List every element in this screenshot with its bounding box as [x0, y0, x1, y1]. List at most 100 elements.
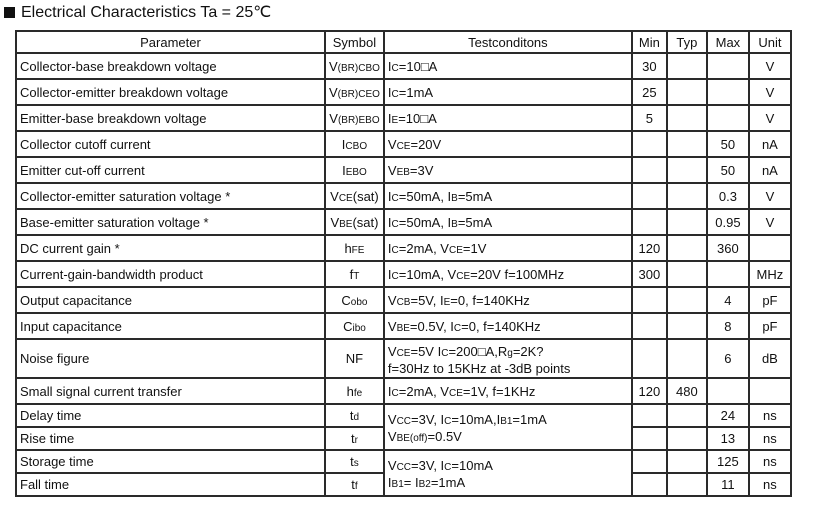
- symbol-cell: ICBO: [324, 130, 385, 158]
- min-cell: [630, 426, 668, 451]
- max-cell: [705, 104, 750, 132]
- condition-line: VCB=5V, IE=0, f=140KHz: [388, 293, 628, 310]
- symbol-text: d: [353, 412, 360, 423]
- condition-text: =2K?: [512, 344, 544, 359]
- condition-text: I: [387, 384, 392, 399]
- symbol-text: (BR)EBO: [337, 114, 380, 126]
- condition-text: = I: [403, 474, 419, 490]
- header-unit: Unit: [747, 30, 792, 54]
- parameter-cell: Fall time: [15, 472, 326, 497]
- symbol-cell: VCE(sat): [324, 182, 385, 210]
- condition-line: IC=50mA, IB=5mA: [388, 215, 628, 232]
- max-cell: 360: [705, 234, 750, 262]
- condition-text: I: [387, 474, 392, 490]
- symbol-text: FE: [351, 244, 365, 256]
- condition-text: =10□A: [398, 59, 438, 74]
- condition-text: CE: [396, 141, 411, 152]
- unit-cell: V: [747, 52, 792, 80]
- max-cell: 50: [705, 156, 750, 184]
- condition-text: E: [443, 297, 451, 308]
- symbol-text: I: [342, 162, 346, 178]
- header-parameter: Parameter: [15, 30, 326, 54]
- min-cell: 120: [630, 234, 668, 262]
- condition-text: =50mA, I: [398, 215, 452, 230]
- condition-text: B1: [500, 415, 513, 427]
- condition-text: =5V I: [410, 344, 442, 359]
- parameter-cell: Small signal current transfer: [15, 377, 326, 405]
- test-condition-cell: VCB=5V, IE=0, f=140KHz: [382, 286, 633, 314]
- max-cell: 125: [705, 449, 750, 474]
- condition-text: f=30Hz to 15KHz at -3dB points: [387, 361, 571, 376]
- min-cell: [630, 130, 668, 158]
- min-cell: 5: [630, 104, 668, 132]
- condition-text: CE: [448, 388, 463, 399]
- condition-text: =2mA, V: [398, 241, 449, 256]
- condition-line: IC=2mA, VCE=1V, f=1KHz: [388, 384, 628, 401]
- table-row: Rise time tr 13 ns: [15, 426, 792, 451]
- min-cell: 120: [630, 377, 668, 405]
- max-cell: [705, 377, 750, 405]
- condition-line: IC=10mA, VCE=20V f=100MHz: [388, 267, 628, 284]
- test-condition-cell: IC=10□A: [382, 52, 633, 80]
- condition-text: B1: [391, 478, 404, 490]
- typ-cell: [665, 78, 708, 106]
- symbol-cell: tf: [324, 472, 385, 497]
- max-cell: 0.3: [705, 182, 750, 210]
- min-cell: 300: [630, 260, 668, 288]
- table-row: Noise figure NF VCE=5V IC=200□A,Rg=2K? f=30…: [15, 338, 792, 379]
- table-row: Small signal current transfer hfe IC=2mA, …: [15, 377, 792, 405]
- symbol-text: CE: [338, 192, 353, 204]
- symbol-text: C: [343, 318, 353, 334]
- condition-text: =0.5V, I: [409, 319, 454, 334]
- table-row: Collector-emitter saturation voltage * VC…: [15, 182, 792, 210]
- max-cell: 4: [705, 286, 750, 314]
- typ-cell: [665, 403, 708, 428]
- typ-cell: [665, 286, 708, 314]
- max-cell: [705, 52, 750, 80]
- symbol-text: t: [350, 431, 355, 446]
- symbol-text: T: [353, 270, 360, 282]
- table-row: Input capacitance Cibo VBE=0.5V, IC=0, f=1…: [15, 312, 792, 340]
- parameter-cell: Collector-base breakdown voltage: [15, 52, 326, 80]
- header-min: Min: [630, 30, 668, 54]
- typ-cell: [665, 208, 708, 236]
- table-row: Collector-base breakdown voltage V(BR)CBO…: [15, 52, 792, 80]
- max-cell: 13: [705, 426, 750, 451]
- condition-line: VBE=0.5V, IC=0, f=140KHz: [388, 319, 628, 336]
- symbol-cell: Cobo: [324, 286, 385, 314]
- symbol-text: V: [330, 214, 340, 230]
- symbol-text: f: [349, 266, 354, 282]
- min-cell: [630, 449, 668, 474]
- condition-text: C: [391, 388, 399, 399]
- table-row: Collector cutoff current ICBO VCE=20V 50 nA: [15, 130, 792, 158]
- condition-text: C: [441, 348, 449, 359]
- symbol-text: t: [350, 454, 354, 469]
- unit-cell: V: [747, 78, 792, 106]
- condition-text: V: [387, 411, 397, 427]
- unit-cell: dB: [747, 338, 792, 379]
- symbol-cell: tr: [324, 426, 385, 451]
- condition-text: =200□A,R: [448, 344, 508, 359]
- condition-text: =0, f=140KHz: [450, 293, 530, 308]
- electrical-characteristics-table: Parameter Symbol Testconditons Min Typ M…: [15, 30, 792, 497]
- min-cell: [630, 286, 668, 314]
- test-condition-cell: IC=2mA, VCE=1V: [382, 234, 633, 262]
- symbol-text: V: [329, 110, 338, 126]
- unit-cell: ns: [747, 449, 792, 474]
- condition-text: =10mA,I: [451, 411, 501, 427]
- condition-text: V: [387, 137, 397, 152]
- max-cell: 6: [705, 338, 750, 379]
- max-cell: 24: [705, 403, 750, 428]
- condition-text: V: [387, 163, 397, 178]
- typ-cell: [665, 52, 708, 80]
- condition-text: B2: [418, 478, 431, 490]
- typ-cell: [665, 182, 708, 210]
- test-condition-cell: VCE=20V: [382, 130, 633, 158]
- parameter-cell: Collector-emitter breakdown voltage: [15, 78, 326, 106]
- table-row: Fall time tf 11 ns: [15, 472, 792, 497]
- condition-text: =2mA, V: [398, 384, 449, 399]
- condition-text: V: [387, 319, 397, 334]
- condition-text: I: [387, 59, 392, 74]
- typ-cell: 480: [665, 377, 708, 405]
- typ-cell: [665, 104, 708, 132]
